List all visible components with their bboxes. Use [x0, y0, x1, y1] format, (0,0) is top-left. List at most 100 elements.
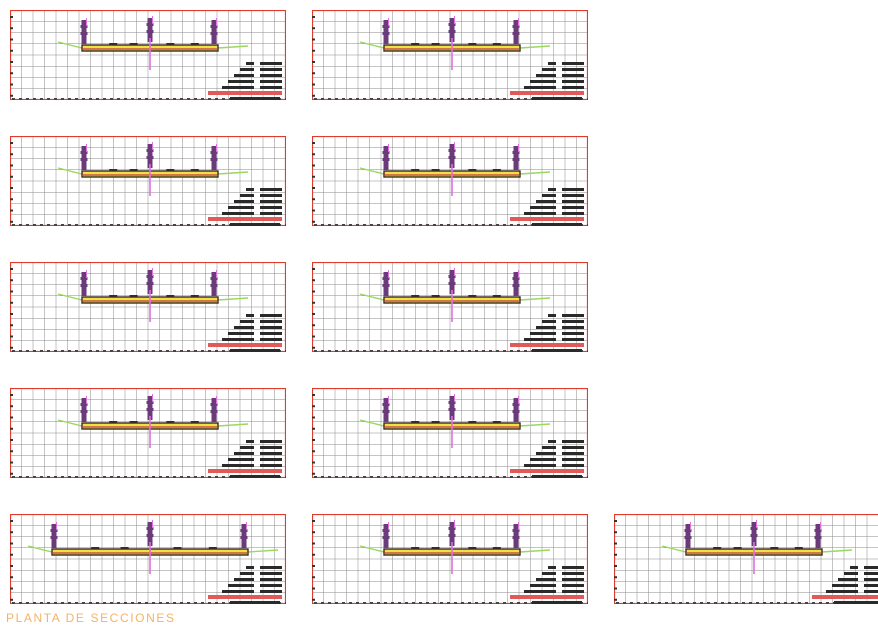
deck-bump — [431, 169, 440, 171]
bottom-ruler — [314, 98, 590, 100]
section-data-table — [222, 188, 282, 215]
deck-bump — [713, 547, 722, 549]
section-data-table — [524, 314, 584, 341]
cross-section-8 — [311, 387, 590, 479]
deck-bump — [431, 421, 440, 423]
scale-label — [532, 223, 582, 226]
station-label — [208, 217, 282, 221]
scale-label — [532, 349, 582, 352]
deck-bump — [468, 43, 477, 45]
deck-bump — [91, 547, 100, 549]
station-label — [510, 91, 584, 95]
pier-column — [240, 522, 248, 548]
scale-label — [532, 601, 582, 604]
pier-column — [448, 142, 456, 168]
scale-label — [230, 601, 280, 604]
pier-column — [512, 270, 520, 296]
deck-bump — [411, 547, 420, 549]
deck-bump — [492, 295, 501, 297]
elevation-ticks — [10, 268, 13, 349]
pier-column — [512, 18, 520, 44]
section-grid — [9, 261, 287, 353]
deck-bump — [411, 169, 420, 171]
pier-column — [210, 396, 218, 422]
station-label — [510, 217, 584, 221]
deck-bump — [173, 547, 182, 549]
deck-bump — [109, 295, 118, 297]
section-data-table — [524, 188, 584, 215]
pier-column — [750, 520, 758, 546]
cross-section-drawing — [311, 135, 590, 227]
deck-bump — [120, 547, 129, 549]
pier-column — [80, 270, 88, 296]
deck-bump — [431, 295, 440, 297]
pier-column — [146, 520, 154, 546]
elevation-ticks — [312, 520, 315, 601]
pier-column — [146, 394, 154, 420]
pier-column — [684, 522, 692, 548]
cross-section-11 — [613, 513, 878, 605]
scale-label — [532, 475, 582, 478]
cross-section-drawing — [311, 387, 590, 479]
elevation-ticks — [614, 520, 617, 601]
deck-bump — [468, 169, 477, 171]
station-label — [208, 91, 282, 95]
station-label — [510, 343, 584, 347]
elevation-ticks — [10, 142, 13, 223]
pier-column — [146, 16, 154, 42]
section-data-table — [222, 62, 282, 89]
pier-column — [382, 396, 390, 422]
pier-column — [146, 142, 154, 168]
scale-label — [230, 475, 280, 478]
elevation-ticks — [10, 520, 13, 601]
deck-bump — [733, 547, 742, 549]
elevation-ticks — [312, 268, 315, 349]
cross-section-drawing — [9, 387, 288, 479]
cross-section-2 — [311, 9, 590, 101]
pier-column — [448, 268, 456, 294]
station-label — [812, 595, 878, 599]
deck-bump — [190, 295, 199, 297]
scale-label — [230, 349, 280, 352]
deck-bump — [109, 43, 118, 45]
pier-column — [448, 16, 456, 42]
cross-section-drawing — [9, 513, 288, 605]
pier-column — [80, 18, 88, 44]
deck-bump — [492, 421, 501, 423]
deck-bump — [794, 547, 803, 549]
deck-bump — [129, 295, 138, 297]
deck-bump — [770, 547, 779, 549]
station-label — [208, 343, 282, 347]
pier-column — [814, 522, 822, 548]
section-grid — [9, 513, 287, 605]
section-data-table — [524, 62, 584, 89]
pier-column — [210, 270, 218, 296]
pier-column — [80, 396, 88, 422]
elevation-ticks — [312, 142, 315, 223]
deck-bump — [166, 421, 175, 423]
deck-bump — [208, 547, 217, 549]
pier-column — [210, 144, 218, 170]
station-label — [208, 469, 282, 473]
deck-bump — [190, 169, 199, 171]
cross-section-drawing — [311, 513, 590, 605]
deck-bump — [129, 43, 138, 45]
scale-label — [834, 601, 878, 604]
deck-bump — [129, 421, 138, 423]
deck-bump — [190, 421, 199, 423]
bottom-ruler — [616, 602, 878, 604]
cross-section-1 — [9, 9, 288, 101]
deck-bump — [109, 169, 118, 171]
pier-column — [382, 522, 390, 548]
deck-bump — [431, 547, 440, 549]
scale-label — [230, 97, 280, 100]
pier-column — [448, 394, 456, 420]
deck-bump — [492, 547, 501, 549]
cross-section-drawing — [311, 261, 590, 353]
elevation-ticks — [10, 16, 13, 97]
pier-column — [512, 522, 520, 548]
deck-bump — [166, 169, 175, 171]
elevation-ticks — [312, 394, 315, 475]
deck-bump — [411, 421, 420, 423]
